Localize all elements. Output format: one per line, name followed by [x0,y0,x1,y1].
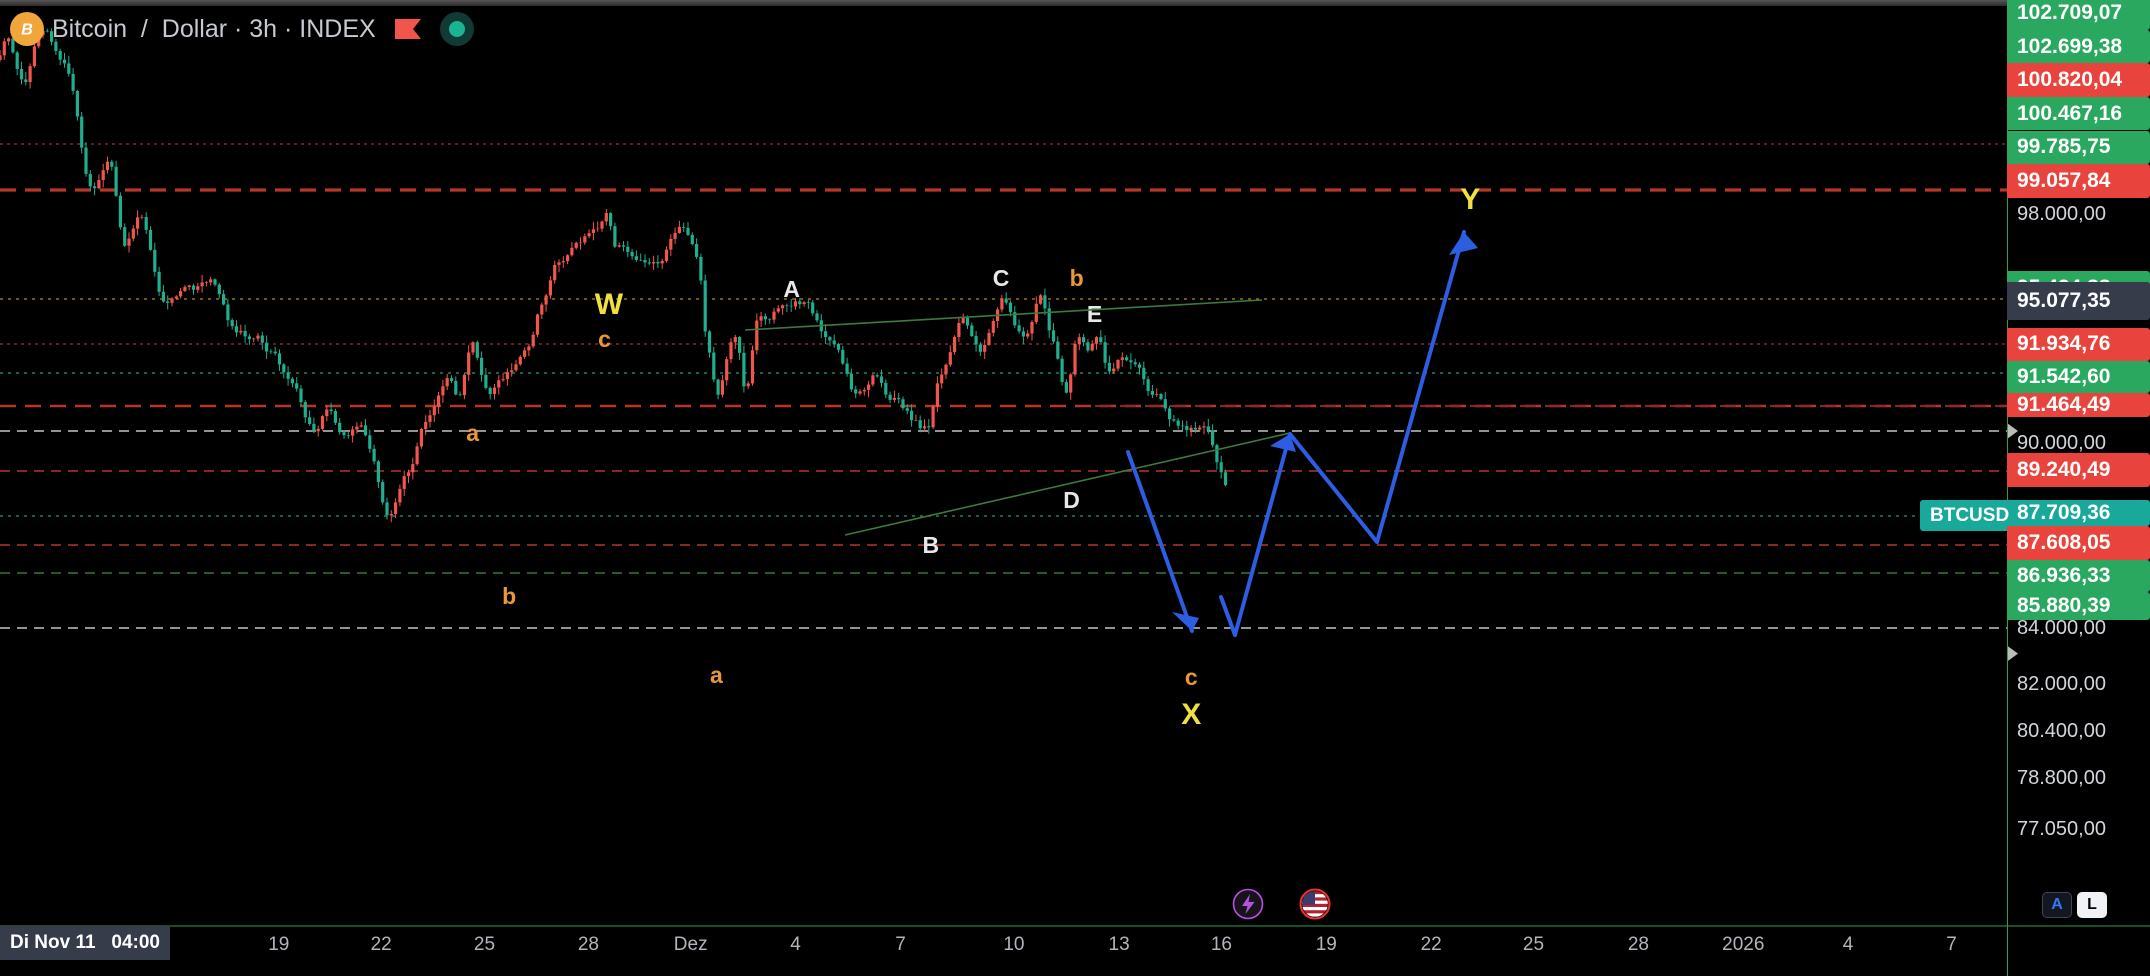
svg-text:E: E [1087,301,1102,327]
svg-text:B: B [21,22,33,39]
svg-text:c: c [1185,664,1198,690]
svg-text:c: c [598,326,611,352]
svg-text:b: b [502,583,516,609]
svg-text:X: X [1181,698,1201,731]
svg-text:a: a [710,662,723,688]
svg-text:W: W [595,288,624,321]
svg-text:a: a [466,420,479,446]
svg-text:D: D [1063,487,1080,513]
svg-text:C: C [993,265,1010,291]
svg-text:b: b [1070,265,1084,291]
svg-text:A: A [783,276,800,302]
svg-text:Y: Y [1460,183,1480,216]
svg-text:B: B [922,532,939,558]
